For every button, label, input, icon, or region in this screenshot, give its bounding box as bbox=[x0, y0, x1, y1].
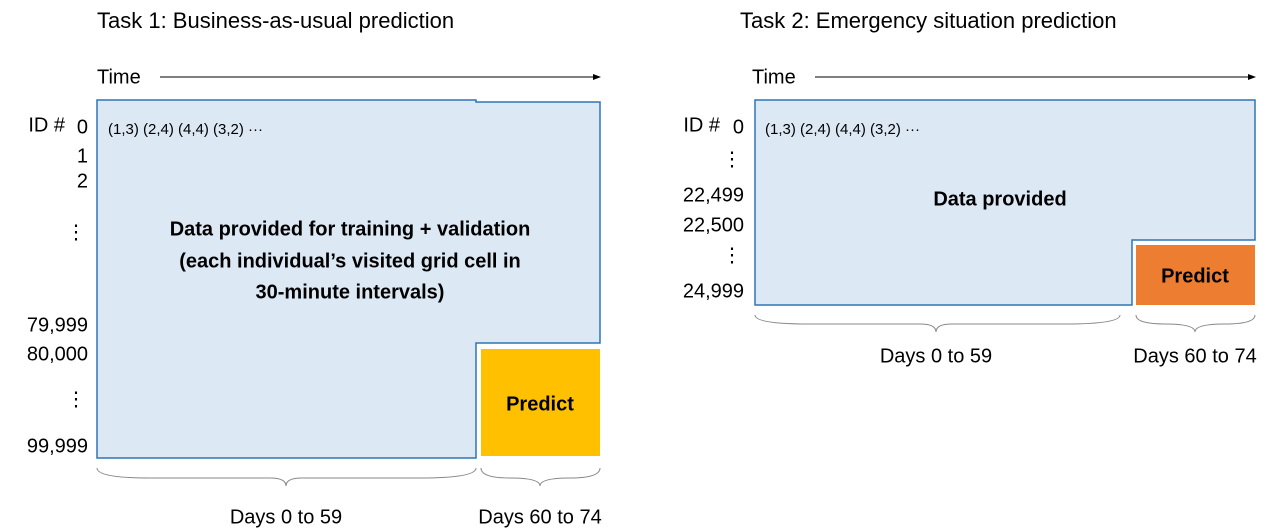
id: 22,499 bbox=[683, 184, 744, 206]
data-label: (each individual’s visited grid cell in bbox=[179, 250, 521, 272]
brace bbox=[754, 314, 1121, 333]
id: ⋮ bbox=[66, 221, 86, 243]
id: 24,999 bbox=[683, 280, 744, 302]
panel-2: Task 2: Emergency situation prediction T… bbox=[683, 8, 1257, 367]
predict-region bbox=[481, 349, 600, 456]
predict-label: Predict bbox=[1161, 265, 1229, 287]
brace bbox=[96, 467, 477, 487]
id-header: ID # bbox=[683, 114, 721, 136]
days-label: Days 60 to 74 bbox=[478, 506, 601, 528]
id: 80,000 bbox=[27, 343, 88, 365]
id: 0 bbox=[77, 116, 88, 138]
title: Task 2: Emergency situation prediction bbox=[740, 8, 1117, 33]
id: 2 bbox=[77, 170, 88, 192]
id: 99,999 bbox=[27, 435, 88, 457]
id: 22,500 bbox=[683, 214, 744, 236]
panel-1: Task 1: Business-as-usual prediction Tim… bbox=[27, 8, 602, 528]
sequence: (1,3) (2,4) (4,4) (3,2) ··· bbox=[108, 121, 263, 138]
time-label: Time bbox=[97, 66, 141, 88]
data-label: Data provided for training + validation bbox=[170, 218, 531, 240]
sequence: (1,3) (2,4) (4,4) (3,2) ··· bbox=[765, 121, 920, 138]
id: ⋮ bbox=[722, 148, 742, 170]
id: ⋮ bbox=[722, 244, 742, 266]
time-label: Time bbox=[752, 66, 796, 88]
id: 0 bbox=[733, 116, 744, 138]
days-label: Days 60 to 74 bbox=[1133, 345, 1256, 367]
id: ⋮ bbox=[66, 388, 86, 410]
predict-region bbox=[1136, 245, 1255, 305]
brace bbox=[480, 467, 601, 487]
days-label: Days 0 to 59 bbox=[230, 506, 342, 528]
id: 79,999 bbox=[27, 314, 88, 336]
predict-label: Predict bbox=[506, 393, 574, 415]
data-region bbox=[754, 99, 1256, 306]
id: 1 bbox=[77, 145, 88, 167]
brace bbox=[1135, 314, 1256, 333]
data-region bbox=[96, 99, 601, 459]
data-label: Data provided bbox=[933, 188, 1066, 210]
title: Task 1: Business-as-usual prediction bbox=[97, 8, 454, 33]
id-header: ID # bbox=[28, 114, 66, 136]
data-label: 30-minute intervals) bbox=[256, 281, 445, 303]
days-label: Days 0 to 59 bbox=[880, 345, 992, 367]
